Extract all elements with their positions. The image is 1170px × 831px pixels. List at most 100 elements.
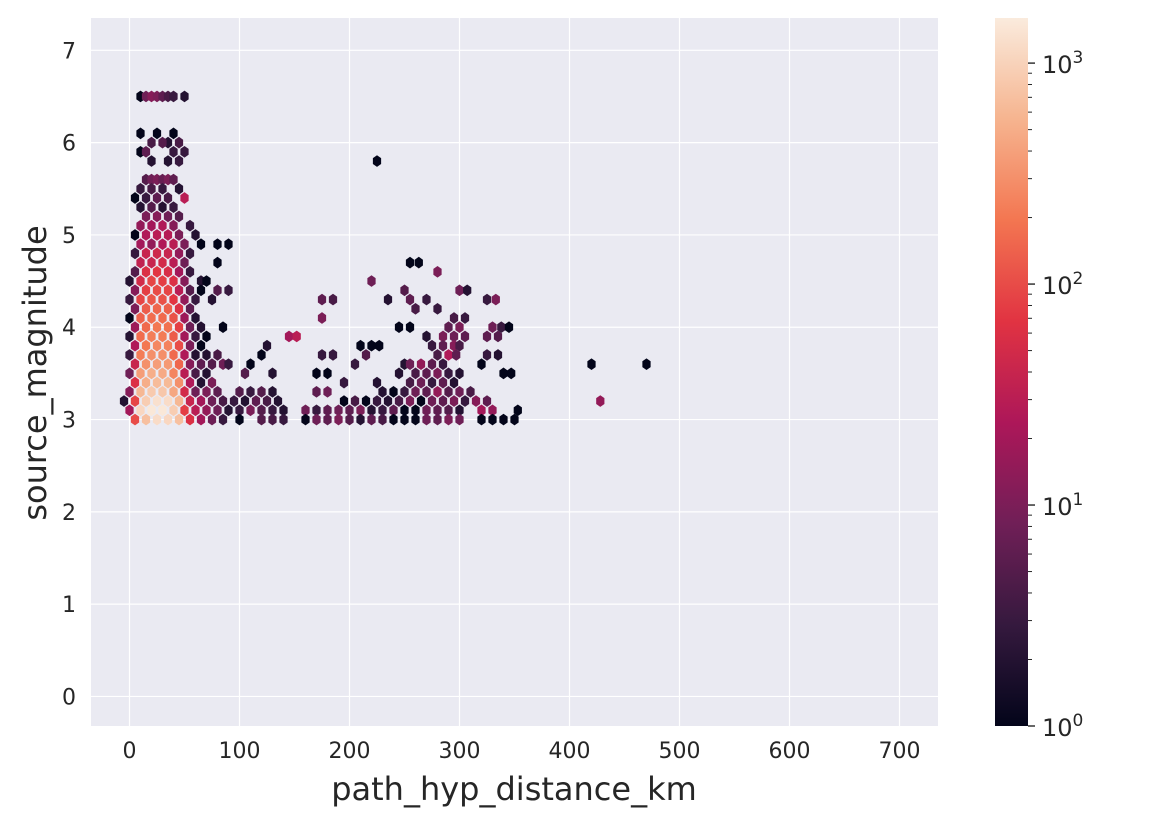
hexbin-cell: [169, 256, 178, 269]
hexbin-cell: [152, 358, 162, 370]
hexbin-cell: [163, 358, 173, 370]
hexbin-cell: [438, 395, 448, 407]
hexbin-cell: [389, 386, 398, 398]
hexbin-cell: [411, 404, 420, 417]
hexbin-cell: [213, 256, 222, 269]
hexbin-cell: [152, 376, 162, 389]
hexbin-cell: [196, 321, 206, 334]
hexbin-cell: [185, 284, 195, 297]
hexbin-cell: [361, 349, 371, 361]
hexbin-cell: [163, 266, 173, 278]
hexbin-cell: [180, 404, 189, 417]
hexbin-cell: [152, 413, 162, 426]
hexbin-cell: [207, 358, 217, 370]
hexbin-cell: [130, 376, 140, 389]
hexbin-cell: [152, 321, 162, 334]
hexbin-cell: [125, 349, 134, 361]
hexbin-cell: [196, 238, 206, 250]
hexbin-cell: [350, 395, 360, 407]
hexbin-cell: [235, 413, 244, 426]
hexbin-cell: [433, 404, 442, 417]
hexbin-cell: [482, 395, 492, 407]
hexbin-cell: [147, 219, 156, 232]
hexbin-cell: [411, 413, 420, 426]
colorbar-tick-label: 103: [1042, 48, 1083, 79]
hexbin-cell: [196, 339, 206, 352]
hexbin-cell: [438, 339, 448, 352]
hexbin-cell: [152, 192, 162, 204]
hexbin-cell: [141, 229, 151, 241]
hexbin-cell: [466, 386, 475, 398]
hexbin-cell: [163, 284, 173, 297]
hexbin-cell: [444, 413, 453, 426]
hexbin-cell: [444, 349, 453, 361]
hexbin-cell: [452, 349, 461, 361]
hexbin-cell: [438, 376, 448, 389]
grid-lines: [91, 18, 938, 726]
hexbin-cell: [497, 321, 506, 334]
hexbin-cell: [141, 192, 151, 204]
hexbin-cell: [136, 127, 145, 140]
hexbin-cell: [169, 330, 178, 343]
hexbin-cell: [422, 386, 431, 398]
hexbin-cell: [147, 312, 156, 324]
colorbar-gradient: [995, 18, 1028, 726]
hexbin-cell: [460, 395, 470, 407]
hexbin-cell: [147, 136, 156, 149]
hexbin-cell: [136, 182, 145, 195]
hexbin-cell: [328, 349, 338, 361]
hexbin-cell: [147, 330, 156, 343]
hexbin-cell: [174, 395, 184, 407]
hexbin-cell: [202, 330, 211, 343]
colorbar-tick-label: 101: [1042, 490, 1083, 521]
hexbin-cell: [257, 404, 266, 417]
hexbin-cell: [422, 367, 431, 380]
hexbin-cell: [130, 413, 140, 426]
colorbar-tick-label: 100: [1042, 711, 1083, 742]
hexbin-cell: [405, 256, 415, 269]
hexbin-cell: [180, 146, 189, 158]
hexbin-cell: [180, 312, 189, 324]
hexbin-cell: [169, 404, 178, 417]
hexbin-cell: [499, 413, 508, 426]
hexbin-cell: [185, 247, 195, 260]
hexbin-cell: [356, 339, 365, 352]
hexbin-cell: [367, 413, 376, 426]
hexbin-cell: [444, 404, 453, 417]
hexbin-cell: [405, 376, 415, 389]
hexbin-cell: [119, 395, 129, 407]
hexbin-cell: [180, 367, 189, 380]
hexbin-cell: [493, 349, 503, 361]
hexbin-cell: [141, 210, 151, 223]
hexbin-cell: [422, 413, 431, 426]
hexbin-cell: [163, 229, 173, 241]
hexbin-cell: [301, 404, 310, 417]
hexbin-cell: [147, 404, 156, 417]
hexbin-cell: [174, 321, 184, 334]
hexbin-cell: [510, 413, 519, 426]
hexbin-cell: [422, 293, 431, 306]
hexbin-cell: [449, 312, 459, 324]
hexbin-cell: [394, 395, 404, 407]
hexbin-cell: [141, 146, 151, 158]
hexbin-cell: [191, 386, 200, 398]
hexbin-cell: [455, 386, 464, 398]
hexbin-cell: [169, 312, 178, 324]
hexbin-cell: [125, 404, 134, 417]
hexbin-cell: [191, 349, 200, 361]
hexbin-cell: [207, 293, 217, 306]
hexbin-cell: [411, 367, 420, 380]
hexbin-cell: [213, 349, 222, 361]
hexbin-cell: [235, 404, 244, 417]
hexbin-cell: [147, 293, 156, 306]
hexbin-cell: [174, 339, 184, 352]
hexbin-cell: [185, 413, 195, 426]
hexbin-cell: [196, 376, 206, 389]
hexbin-cell: [180, 293, 189, 306]
hexbin-cell: [163, 210, 173, 223]
hexbin-cell: [240, 367, 250, 380]
hexbin-cell: [191, 330, 200, 343]
colorbar-tick-label: 102: [1042, 269, 1083, 300]
hexbin-cell: [433, 386, 442, 398]
hexbin-cell: [491, 293, 500, 306]
